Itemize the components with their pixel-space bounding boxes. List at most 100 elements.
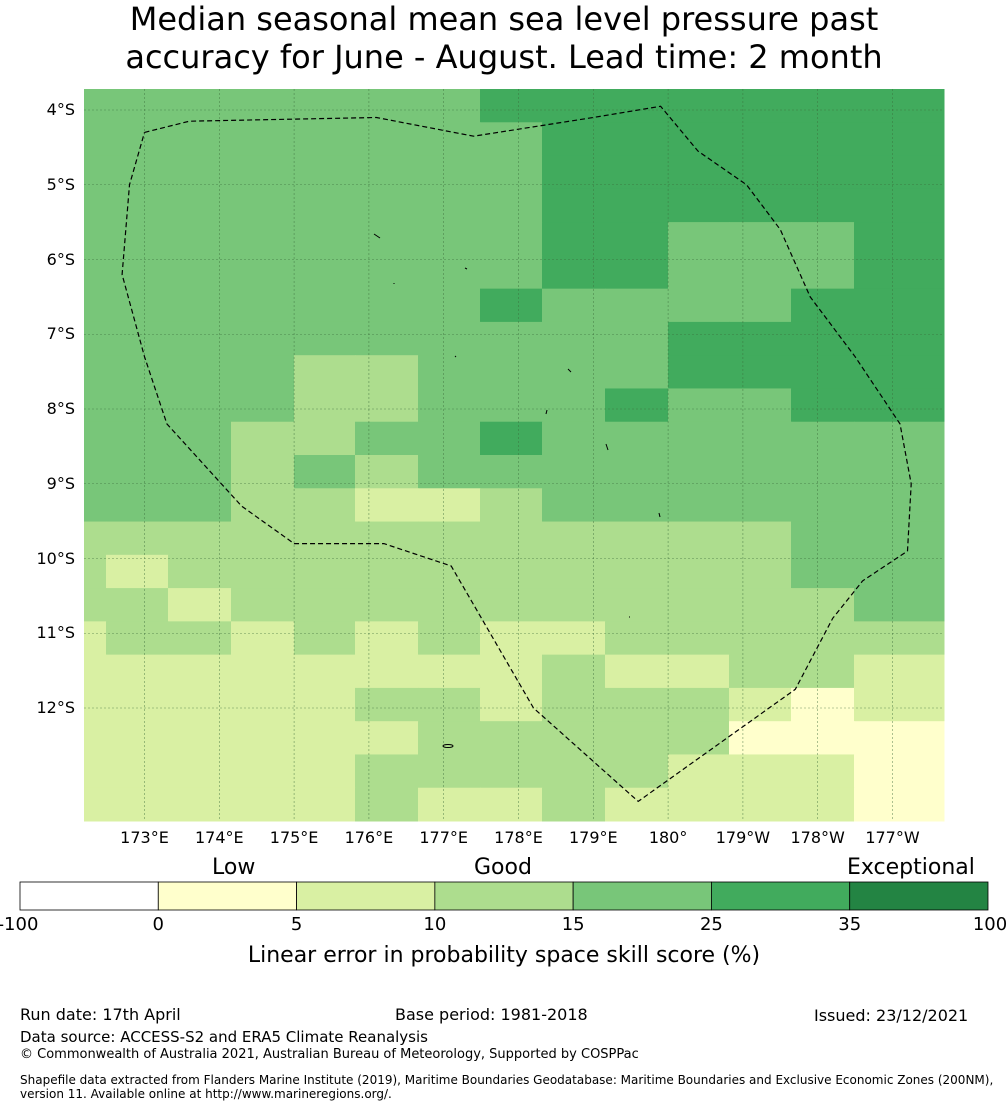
grid-cell — [168, 421, 232, 456]
grid-cell — [605, 455, 669, 489]
grid-cell — [168, 687, 232, 722]
grid-cell — [729, 89, 792, 123]
grid-cell — [542, 687, 606, 722]
grid-cell — [480, 288, 543, 323]
grid-cell — [854, 255, 945, 290]
grid-cell — [854, 687, 945, 722]
grid-cell — [854, 288, 945, 323]
grid-cell — [542, 255, 606, 290]
grid-cell — [106, 421, 169, 456]
grid-cell — [84, 355, 107, 389]
grid-cell — [231, 654, 295, 689]
grid-cell — [668, 721, 730, 755]
grid-cell — [355, 321, 419, 356]
colorbar-bin — [711, 881, 851, 911]
grid-cell — [668, 255, 730, 290]
grid-cell — [791, 721, 855, 755]
grid-cell — [729, 787, 792, 822]
grid-cell — [355, 721, 419, 755]
grid-cell — [729, 488, 792, 523]
grid-cell — [106, 687, 169, 722]
grid-cell — [84, 89, 107, 123]
longitude-label: 175°E — [269, 828, 319, 847]
grid-cell — [84, 455, 107, 489]
grid-cell — [168, 155, 232, 190]
latitude-label: 9°S — [46, 473, 75, 493]
grid-cell — [418, 588, 481, 622]
grid-cell — [480, 421, 543, 456]
grid-cell — [729, 521, 792, 556]
longitude-label: 174°E — [194, 828, 244, 847]
map-title: Median seasonal mean sea level pressure … — [0, 0, 1008, 76]
grid-cell — [791, 455, 855, 489]
grid-cell — [542, 355, 606, 389]
grid-cell — [355, 654, 419, 689]
colorbar-tick-label: 15 — [561, 914, 585, 935]
grid-cell — [605, 687, 669, 722]
grid-cell — [106, 155, 169, 190]
grid-cell — [84, 687, 107, 722]
latitude-label: 4°S — [46, 100, 75, 119]
grid-cell — [605, 488, 669, 523]
longitude-label: 178°E — [494, 828, 543, 847]
grid-cell — [294, 721, 356, 755]
grid-cell — [84, 554, 107, 589]
grid-cell — [355, 488, 419, 523]
grid-cell — [791, 754, 855, 789]
grid-cell — [480, 787, 543, 822]
colorbar-bin — [296, 881, 436, 911]
grid-cell — [231, 787, 295, 822]
grid-cell — [294, 222, 356, 256]
grid-cell — [168, 521, 232, 556]
grid-cell — [84, 288, 107, 323]
grid-cell — [355, 255, 419, 290]
grid-cell — [605, 521, 669, 556]
grid-cell — [168, 588, 232, 622]
grid-cell — [231, 388, 295, 423]
grid-cell — [729, 288, 792, 323]
grid-cell — [106, 588, 169, 622]
grid-cell — [231, 455, 295, 489]
grid-cell — [729, 255, 792, 290]
grid-cell — [605, 155, 669, 190]
grid-cell — [542, 754, 606, 789]
grid-cell — [542, 155, 606, 190]
grid-cell — [668, 288, 730, 323]
run-date: Run date: 17th April — [20, 1005, 181, 1024]
grid-cell — [729, 687, 792, 722]
grid-cell — [355, 288, 419, 323]
grid-cell — [791, 321, 855, 356]
grid-cell — [106, 554, 169, 589]
grid-cell — [418, 488, 481, 523]
colorbar-tick-label: 25 — [699, 914, 723, 935]
grid-cell — [791, 255, 855, 290]
island-8 — [658, 512, 661, 518]
grid-cell — [355, 355, 419, 389]
grid-cell — [605, 355, 669, 389]
grid-cell — [84, 621, 107, 656]
colorbar-label: Linear error in probability space skill … — [247, 943, 761, 968]
grid-cell — [231, 155, 295, 190]
grid-cell — [168, 355, 232, 389]
grid-cell — [605, 421, 669, 456]
grid-cell — [605, 188, 669, 223]
grid-cell — [480, 654, 543, 689]
grid-cell — [854, 754, 945, 789]
grid-cell — [668, 89, 730, 123]
grid-cell — [668, 122, 730, 157]
grid-cell — [480, 455, 543, 489]
grid-cell — [605, 122, 669, 157]
grid-cell — [542, 654, 606, 689]
grid-cell — [854, 421, 945, 456]
grid-cell — [168, 621, 232, 656]
grid-cell — [231, 288, 295, 323]
grid-cell — [729, 621, 792, 656]
grid-cell — [542, 721, 606, 755]
grid-cell — [854, 787, 945, 822]
colorbar-tick-label: 35 — [838, 914, 862, 935]
grid-cell — [605, 787, 669, 822]
grid-cell — [854, 122, 945, 157]
grid-cell — [418, 321, 481, 356]
grid-cell — [854, 554, 945, 589]
